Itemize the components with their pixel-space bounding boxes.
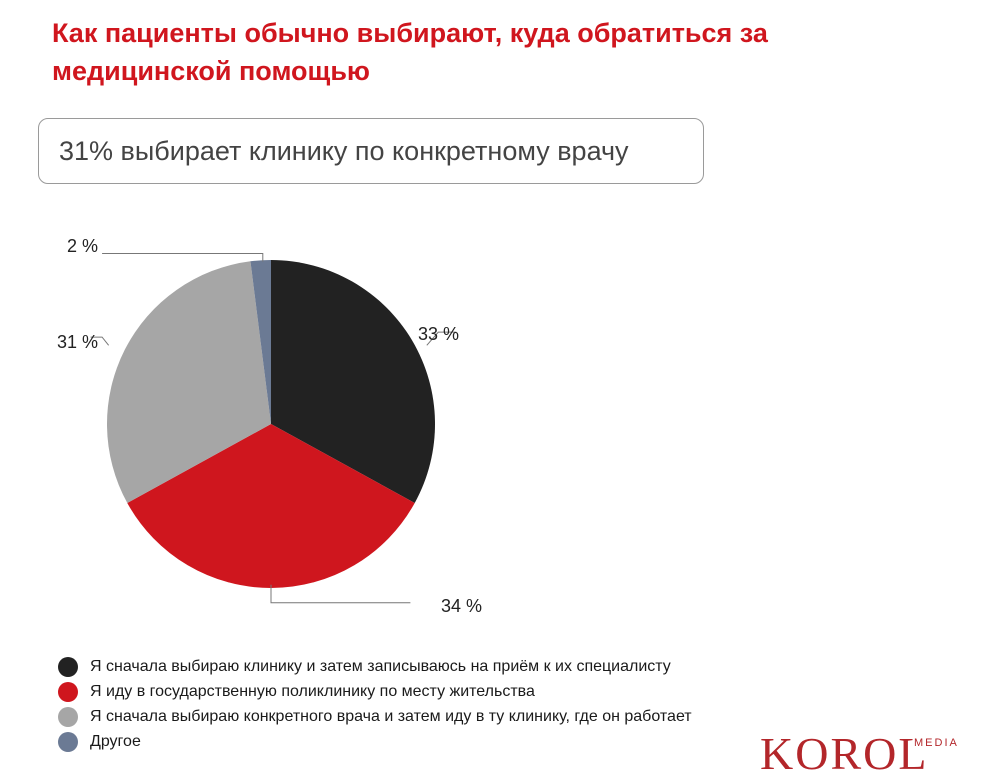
legend-label: Я сначала выбираю клинику и затем записы…	[90, 657, 671, 675]
legend: Я сначала выбираю клинику и затем записы…	[58, 654, 692, 754]
pie-slice	[250, 260, 271, 424]
legend-label: Я иду в государственную поликлинику по м…	[90, 682, 535, 700]
leader-line	[426, 331, 457, 346]
data-label: 2 %	[67, 236, 98, 256]
legend-item: Я иду в государственную поликлинику по м…	[58, 679, 692, 704]
legend-swatch	[58, 731, 78, 752]
legend-swatch	[58, 656, 78, 677]
pie-slice	[106, 261, 272, 504]
legend-item: Другое	[58, 729, 692, 754]
legend-swatch	[58, 681, 78, 702]
chart-title: Как пациенты обычно выбирают, куда обрат…	[52, 18, 768, 86]
highlight-callout: 31% выбирает клинику по конкретному врач…	[38, 118, 704, 184]
legend-label: Другое	[90, 732, 141, 750]
legend-swatch	[58, 706, 78, 727]
leader-line	[102, 252, 264, 262]
pie-slice	[127, 424, 415, 588]
data-label: 34 %	[441, 596, 482, 616]
legend-item: Я сначала выбираю клинику и затем записы…	[58, 654, 692, 679]
pie-chart: 33 % 34 % 31 % 2 %	[57, 236, 482, 616]
leader-line	[90, 336, 110, 346]
legend-item: Я сначала выбираю конкретного врача и за…	[58, 704, 692, 729]
legend-label: Я сначала выбираю конкретного врача и за…	[90, 707, 692, 725]
callout-text: 31% выбирает клинику по конкретному врач…	[59, 135, 629, 166]
pie-slice	[271, 260, 435, 504]
data-label: 33 %	[418, 324, 459, 344]
brand-logo: KOROL	[760, 728, 929, 779]
data-label: 31 %	[57, 332, 98, 352]
brand-logo-sub: MEDIA	[914, 737, 959, 749]
leader-line	[270, 584, 411, 604]
